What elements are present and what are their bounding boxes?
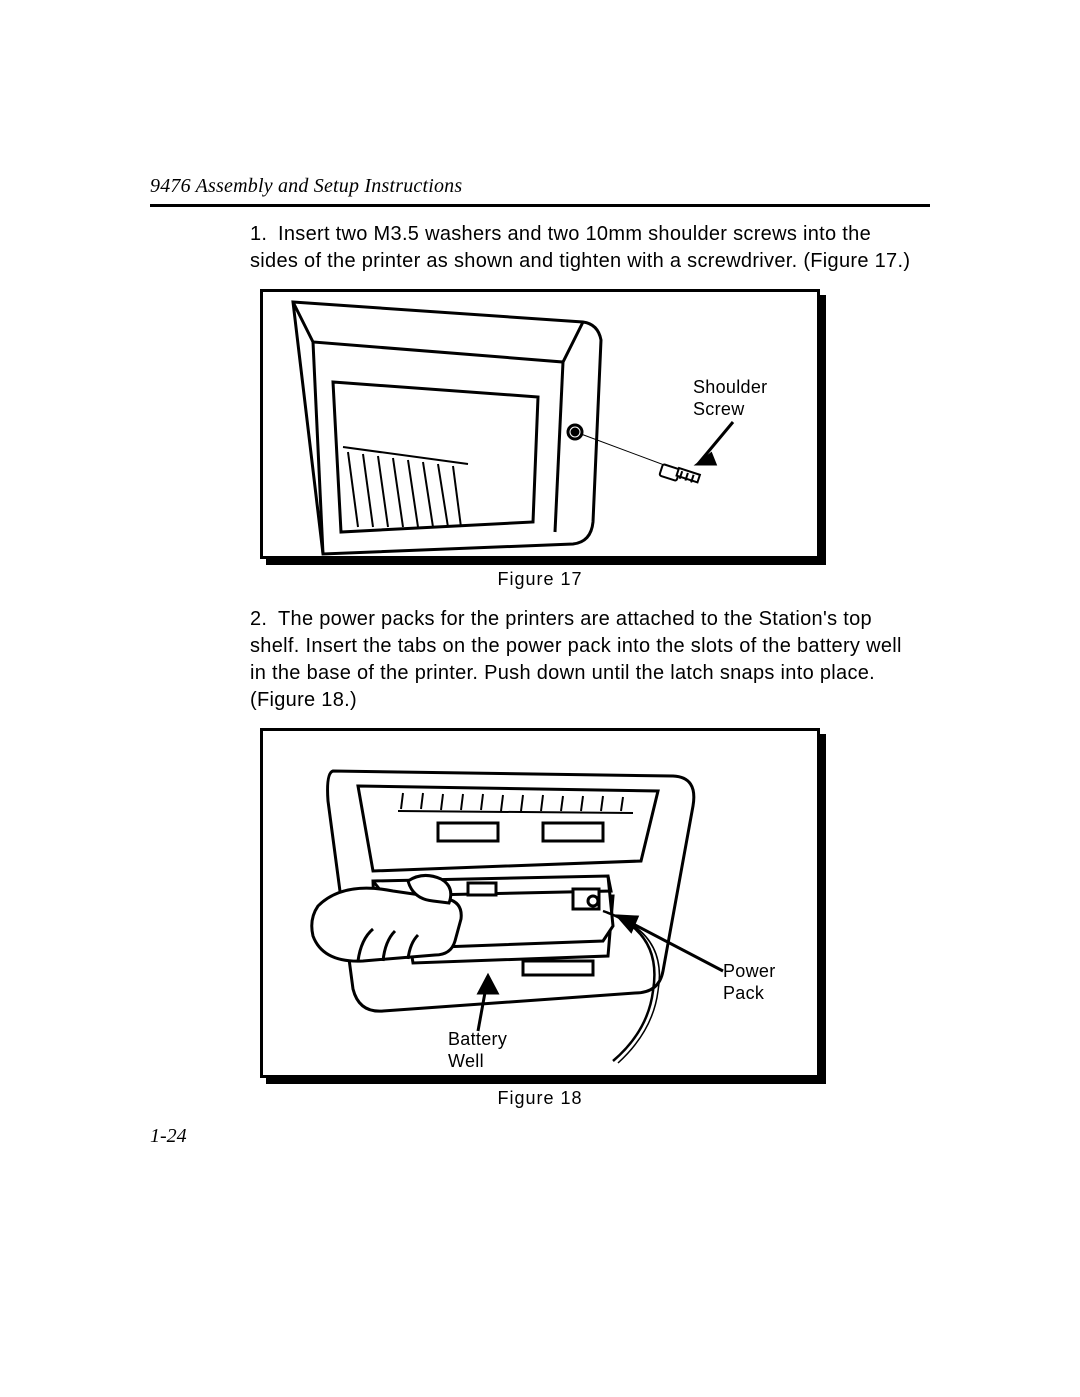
figure-18-caption: Figure 18 [260,1088,820,1109]
callout-power-pack: Power Pack [723,961,776,1004]
callout-line1: Shoulder [693,377,767,397]
figure-frame: Power Pack Battery Well [260,728,820,1078]
page-number: 1-24 [150,1125,930,1148]
callout-shoulder-screw: Shoulder Screw [693,377,767,420]
callout-line1: Power [723,961,776,981]
figure-18-box: Power Pack Battery Well [260,728,820,1078]
callout-battery-well: Battery Well [448,1029,507,1072]
callout-line1: Battery [448,1029,507,1049]
callout-line2: Well [448,1051,484,1071]
figure-17-box: Shoulder Screw [260,289,820,559]
instruction-step-1: 1.Insert two M3.5 washers and two 10mm s… [250,221,920,275]
step-number: 1. [250,221,278,248]
figure-18-illustration [263,731,820,1078]
step-number: 2. [250,606,278,633]
figure-frame: Shoulder Screw [260,289,820,559]
step-text: Insert two M3.5 washers and two 10mm sho… [250,223,910,272]
document-page: 9476 Assembly and Setup Instructions 1.I… [150,175,930,1148]
figure-17-caption: Figure 17 [260,569,820,590]
figure-17-illustration [263,292,820,559]
step-text: The power packs for the printers are att… [250,608,902,711]
page-header: 9476 Assembly and Setup Instructions [150,175,930,207]
callout-line2: Pack [723,983,764,1003]
callout-line2: Screw [693,399,745,419]
instruction-step-2: 2.The power packs for the printers are a… [250,606,920,714]
